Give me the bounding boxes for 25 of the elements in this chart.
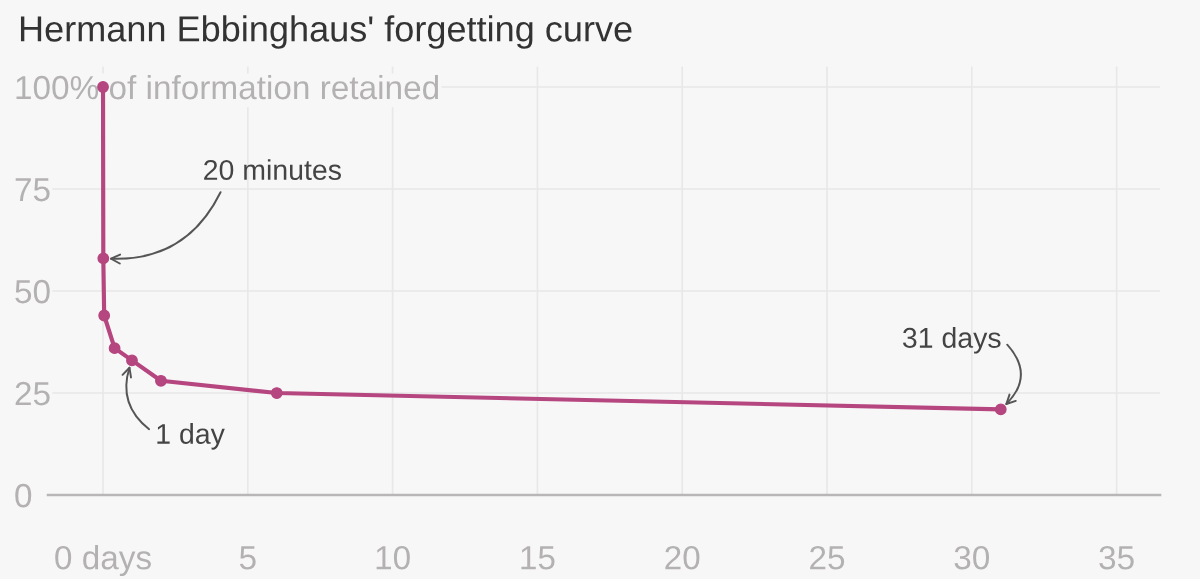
y-tick-label: 0	[15, 483, 32, 508]
point	[108, 342, 121, 355]
point	[994, 403, 1007, 416]
x-tick-label: 25	[810, 545, 845, 570]
x-tick-label: 5	[239, 546, 256, 570]
annotation: 31 days	[902, 327, 1001, 354]
x-tick-label: 30	[954, 545, 990, 570]
y-tick-label: 25	[15, 381, 50, 406]
x-tick-label: 10	[376, 545, 410, 570]
x-tick-label: 35	[1099, 545, 1134, 570]
x-tick-label: 0 days	[55, 545, 151, 577]
chart-title: Hermann Ebbinghaus' forgetting curve	[20, 15, 632, 49]
point	[98, 309, 111, 322]
y-tick-label: 100% of information retained	[16, 74, 439, 100]
x-tick-label: 20	[665, 545, 700, 570]
annotation: 20 minutes	[204, 159, 341, 181]
point	[97, 81, 109, 93]
point	[97, 252, 110, 265]
y-tick-label: 75	[15, 178, 50, 202]
point	[155, 374, 167, 387]
point	[126, 354, 138, 367]
y-tick-label: 50	[15, 279, 50, 304]
annotation: 1 day	[157, 423, 225, 450]
x-tick-label: 15	[521, 546, 555, 570]
point	[270, 387, 283, 399]
